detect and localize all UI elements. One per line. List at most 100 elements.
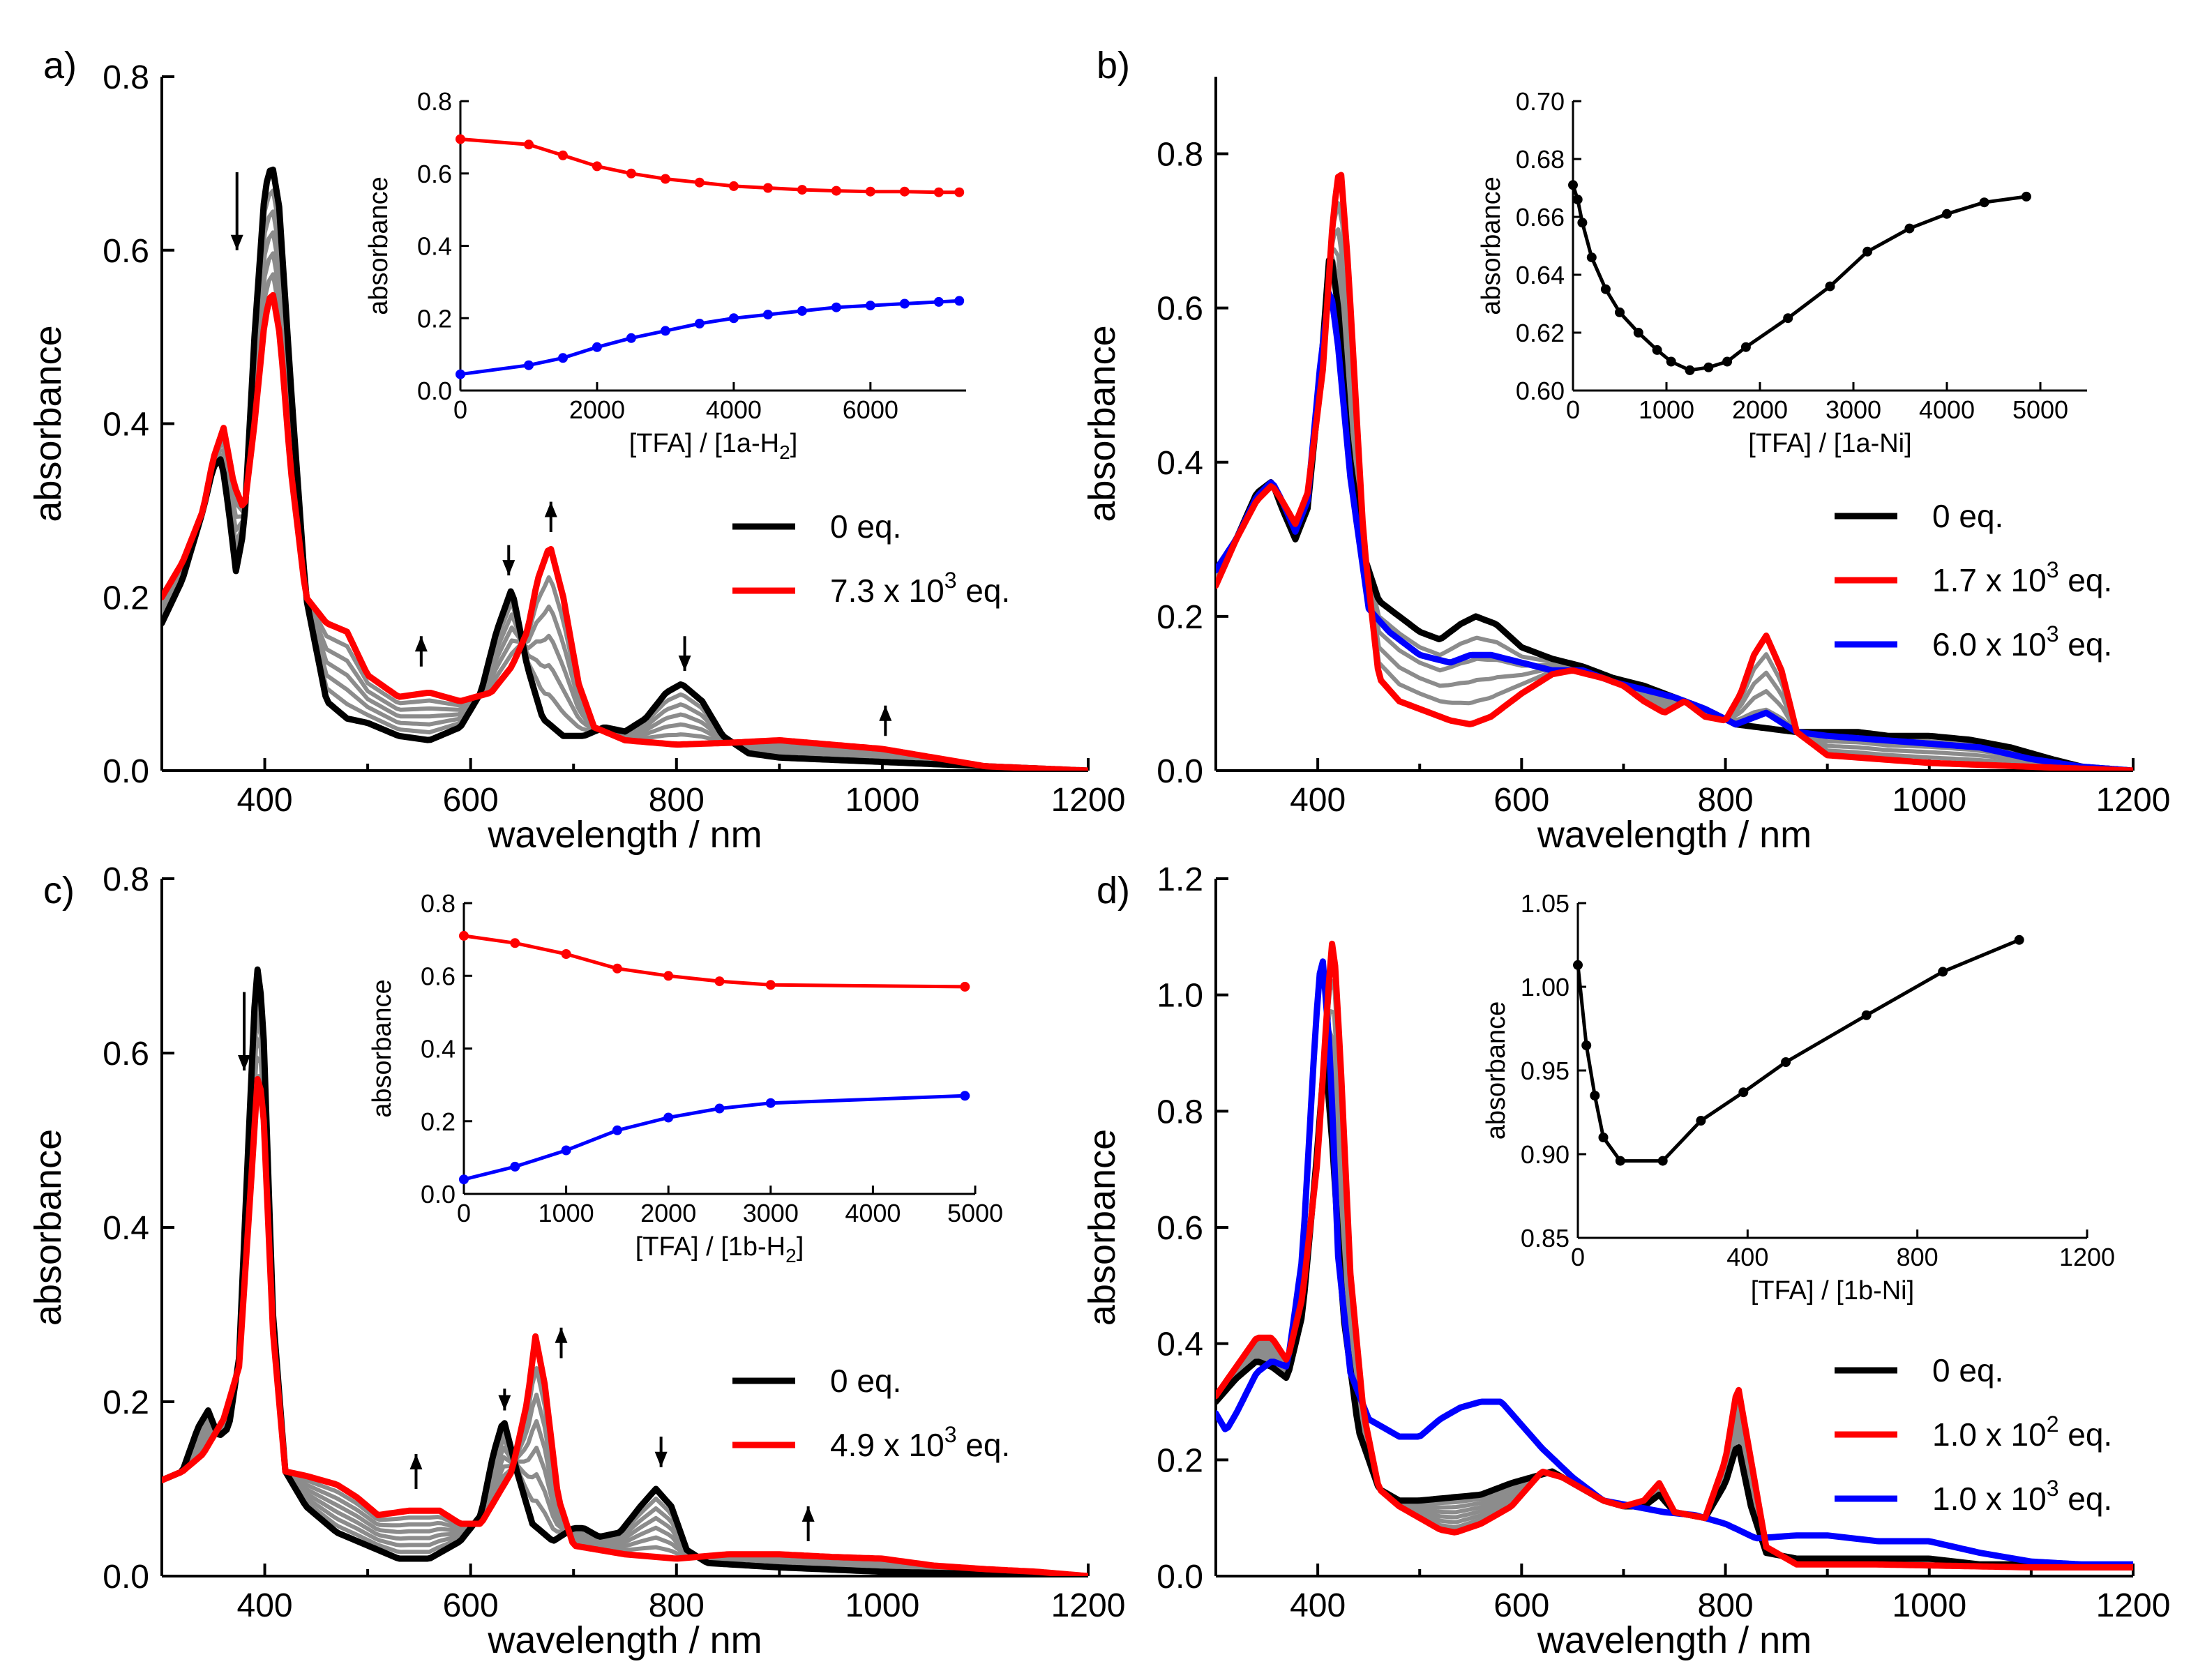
spectrum-end [162, 1076, 1088, 1576]
y-tick-label: 0.4 [1157, 1326, 1203, 1363]
legend-label-suffix: eq. [2058, 626, 2112, 663]
panel-b: 400 600 800 1000 1200 0.0 0.2 0.4 0.6 0.8 waveleng… [1081, 45, 2170, 856]
inset-y-tick-label: 0.64 [1516, 261, 1565, 289]
arrow-head [230, 234, 243, 250]
inset-point [663, 971, 674, 981]
inset-y-tick-label: 0.8 [417, 87, 452, 116]
legend-label: 1.0 x 103 eq. [1932, 1476, 2112, 1517]
arrow-head [238, 1055, 251, 1070]
y-tick-label: 0.4 [1157, 445, 1203, 482]
inset-y-tick-label: 0.0 [417, 377, 452, 405]
inset-point [592, 161, 602, 172]
inset-y-axis-title: absorbance [368, 979, 397, 1118]
x-tick-label: 400 [237, 1587, 293, 1624]
inset-point [765, 1098, 776, 1108]
y-tick-label: 0.8 [1157, 137, 1203, 174]
x-tick-label: 1200 [1051, 782, 1126, 819]
inset-x-axis-title-suffix: ] [790, 429, 798, 458]
inset-point [660, 174, 670, 184]
inset-point [459, 930, 469, 941]
panel-label: b) [1097, 45, 1130, 86]
inset-point [612, 963, 622, 974]
legend-label-suffix: eq. [956, 1427, 1010, 1463]
inset-point [933, 296, 944, 307]
inset-point [762, 310, 773, 320]
inset-point [2014, 934, 2024, 945]
y-tick-label: 0.2 [103, 1384, 149, 1421]
x-tick-label: 800 [649, 1587, 705, 1624]
y-axis-title: absorbance [27, 325, 69, 522]
inset-x-axis-title-main: [TFA] / [1b-H [635, 1232, 785, 1262]
inset-point [1586, 252, 1597, 263]
legend-label: 1.7 x 103 eq. [1932, 557, 2112, 598]
x-tick-label: 1000 [845, 782, 919, 819]
x-tick-label: 1000 [1892, 782, 1966, 819]
y-tick-label: 0.2 [1157, 1442, 1203, 1479]
inset-point [899, 298, 910, 309]
inset-y-tick-label: 0.0 [421, 1180, 456, 1209]
inset-point [728, 313, 739, 324]
y-tick-label: 0.4 [103, 1210, 149, 1247]
inset-x-tick-label: 3000 [743, 1199, 799, 1227]
inset-point [1722, 356, 1733, 367]
inset-x-tick-label: 0 [1566, 395, 1580, 424]
inset-y-tick-label: 0.66 [1516, 203, 1565, 232]
inset-point [714, 1103, 725, 1114]
inset-y-axis-title: absorbance [364, 176, 393, 315]
inset-point [1581, 1040, 1592, 1050]
legend-label: 0 eq. [1932, 1352, 2003, 1388]
x-axis-title: wavelength / nm [487, 1619, 762, 1661]
x-axis-title: wavelength / nm [1537, 814, 1812, 856]
legend-label: 1.0 x 102 eq. [1932, 1412, 2112, 1453]
y-tick-label: 0.2 [103, 580, 149, 616]
inset-series-blue [458, 298, 961, 377]
inset-x-axis-title: [TFA] / [1b-Ni] [1751, 1276, 1914, 1306]
arrow-head [498, 1395, 511, 1411]
inset-point [1740, 342, 1751, 352]
inset-point [831, 186, 841, 196]
panel-d: 400 600 800 1000 1200 0.0 0.2 0.4 0.6 0.8 1.0 1.2 wa… [1081, 861, 2170, 1661]
inset-x-axis-title: [TFA] / [1b-H2] [635, 1232, 804, 1266]
inset-series-black [1571, 183, 2028, 372]
inset-plot: 0 400 800 1200 0.85 0.90 0.95 1.00 1.05 [TFA] / [… [1482, 889, 2115, 1306]
x-axis-title: wavelength / nm [1537, 1619, 1812, 1661]
inset-x-tick-label: 2000 [1732, 395, 1788, 424]
inset-point [954, 187, 965, 197]
inset-point [1577, 218, 1588, 228]
arrow-head [801, 1506, 815, 1522]
y-tick-label: 0.0 [103, 753, 149, 790]
inset-point [592, 342, 602, 352]
inset-series-red [462, 934, 967, 989]
inset-point [1657, 1156, 1668, 1166]
spectrum-blue [1216, 958, 2133, 1568]
inset-point [954, 296, 965, 306]
legend-label-exponent: 3 [2047, 557, 2059, 582]
legend-label-suffix: eq. [2058, 1416, 2112, 1453]
legend-label-main: 7.3 x 10 [830, 573, 944, 609]
inset-point [626, 333, 636, 343]
inset-y-axis-title: absorbance [1477, 176, 1506, 315]
legend-label: 0 eq. [830, 1363, 901, 1399]
inset-x-tick-label: 4000 [845, 1199, 901, 1227]
x-tick-label: 600 [443, 1587, 499, 1624]
y-tick-label: 0.2 [1157, 599, 1203, 636]
inset-point [1652, 345, 1662, 355]
legend-label: 6.0 x 103 eq. [1932, 621, 2112, 663]
inset-point [1783, 313, 1793, 324]
legend-label-suffix: eq. [2058, 1481, 2112, 1517]
panel-a: 400 600 800 1000 1200 0.0 0.2 0.4 0.6 0.8 waveleng… [27, 45, 1125, 856]
inset-point [558, 353, 568, 363]
spectra [162, 166, 1088, 771]
inset-x-axis-title-suffix: ] [797, 1232, 804, 1262]
inset-point [660, 326, 670, 336]
legend-label: 7.3 x 103 eq. [830, 568, 1010, 609]
inset-x-axis-title-main: [TFA] / [1a-Ni] [1748, 429, 1911, 458]
inset-point [865, 186, 875, 197]
inset-y-tick-label: 0.85 [1521, 1224, 1570, 1253]
arrow-head [502, 560, 515, 576]
x-tick-label: 400 [1290, 782, 1346, 819]
inset-x-axis-title-main: [TFA] / [1a-H [629, 429, 779, 458]
x-tick-label: 1200 [2096, 1587, 2171, 1624]
inset-x-tick-label: 3000 [1826, 395, 1881, 424]
panel-label: c) [43, 870, 75, 911]
